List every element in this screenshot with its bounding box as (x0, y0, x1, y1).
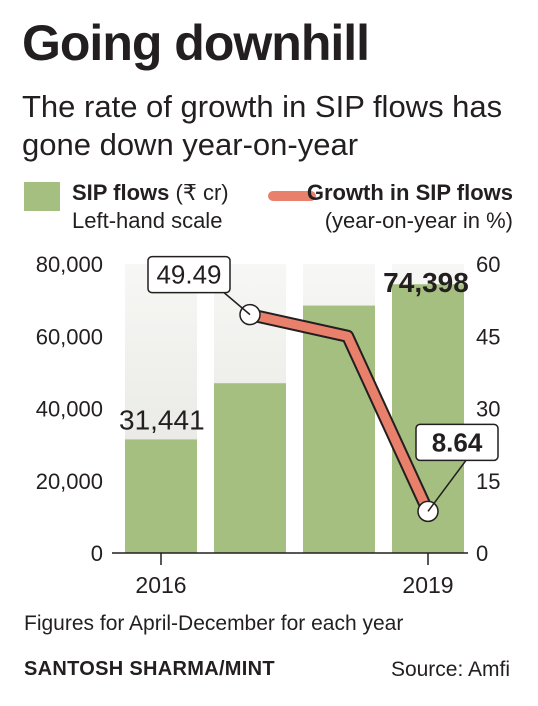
bar-sip-flows-2018 (303, 305, 375, 553)
x-axis-tick-label: 2016 (135, 572, 186, 598)
chart-subtitle: The rate of growth in SIP flows has gone… (22, 89, 503, 162)
left-axis-tick-label: 40,000 (36, 397, 103, 422)
left-axis-tick-label: 20,000 (36, 469, 103, 494)
growth-data-label: 8.64 (432, 427, 483, 457)
x-axis-tick-label: 2019 (402, 572, 453, 598)
credit: SANTOSH SHARMA/MINT (24, 658, 275, 680)
legend-bar-unit: (₹ cr) (175, 180, 229, 205)
chart-title: Going downhill (22, 15, 370, 71)
growth-line (249, 310, 433, 514)
legend-bar-note: Left-hand scale (72, 208, 223, 233)
legend-bar-label: SIP flows (₹ cr) (72, 180, 229, 206)
chart-plot: 0 20,000 40,000 60,000 80,000 0 15 30 45 60 2016 20… (36, 252, 501, 598)
growth-data-label: 49.49 (156, 260, 221, 290)
right-axis-tick-label: 0 (476, 541, 488, 566)
legend-line-swatch (268, 191, 316, 201)
right-axis-tick-label: 30 (476, 397, 500, 422)
right-axis-tick-label: 45 (476, 324, 500, 349)
legend-bar-name: SIP flows (72, 180, 170, 205)
legend-bar-swatch (24, 182, 60, 211)
bar-data-label: 31,441 (119, 404, 205, 435)
callout-leader (223, 292, 251, 316)
bar-data-label: 74,398 (383, 267, 469, 298)
bar-sip-flows-2016 (125, 439, 197, 553)
right-axis-tick-label: 15 (476, 469, 500, 494)
legend-line-label: Growth in SIP flows (306, 180, 513, 205)
right-axis-tick-label: 60 (476, 252, 500, 277)
bar-sip-flows-2017 (214, 383, 286, 553)
growth-callout-box (147, 255, 231, 294)
footnote: Figures for April-December for each year (24, 612, 404, 635)
left-axis-tick-label: 0 (91, 541, 103, 566)
callout-leader (427, 459, 467, 512)
left-axis-tick-label: 80,000 (36, 252, 103, 277)
growth-callout-box (415, 423, 499, 462)
left-axis-tick-label: 60,000 (36, 324, 103, 349)
source: Source: Amfi (390, 658, 510, 681)
growth-point-marker (417, 500, 439, 523)
legend-line-note: (year-on-year in %) (324, 208, 513, 233)
